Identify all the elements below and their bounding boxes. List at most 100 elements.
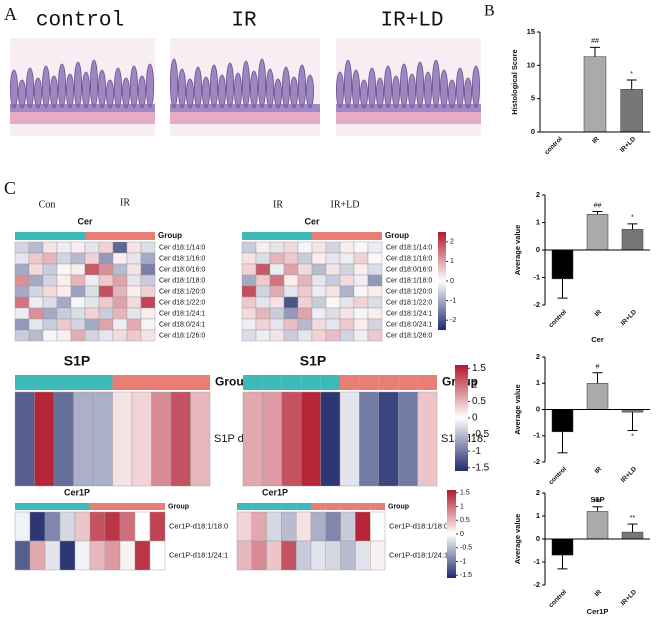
heatmap-cell xyxy=(311,263,327,276)
x-tick-label: IR+LD xyxy=(619,135,638,154)
heatmap-cell xyxy=(367,252,383,265)
heatmap-cell xyxy=(311,329,327,342)
heatmap-cell xyxy=(311,307,327,320)
y-tick-label: 5 xyxy=(531,94,535,103)
heatmap-cell xyxy=(241,285,257,298)
villus xyxy=(297,64,306,109)
heatmap-cell xyxy=(325,511,341,542)
row-label: Cer d18:1/24:1 xyxy=(159,310,205,317)
colorbar-tick-label: 0 xyxy=(450,278,454,285)
villus xyxy=(343,59,352,109)
villus xyxy=(447,79,456,109)
y-axis-label: Histological Score xyxy=(510,49,519,114)
heatmap-cell xyxy=(56,241,72,254)
bar xyxy=(551,538,574,556)
y-tick-label: 0 xyxy=(536,534,540,543)
heatmap-cell xyxy=(104,540,121,571)
heatmap-cell xyxy=(134,540,151,571)
heatmap-cell xyxy=(269,241,285,254)
bar xyxy=(586,511,609,540)
y-tick-label: -1 xyxy=(533,272,540,281)
villus xyxy=(25,67,34,109)
heatmap-cell xyxy=(311,296,327,309)
group-cell xyxy=(270,232,284,240)
group-cell xyxy=(75,503,90,510)
heatmap-cell xyxy=(112,307,128,320)
heatmap-cell xyxy=(353,318,369,331)
group-cell xyxy=(325,503,341,510)
group-cell xyxy=(57,232,71,240)
significance-mark: # xyxy=(596,364,600,371)
heatmap-cell xyxy=(353,263,369,276)
villus xyxy=(423,71,432,109)
row-label: Cer d18:1/20:0 xyxy=(159,288,205,295)
heatmap-cell xyxy=(255,252,271,265)
heatmap-cell xyxy=(28,274,44,287)
y-tick-label: 1 xyxy=(536,378,540,387)
heatmap-cell xyxy=(325,540,341,571)
group-cell xyxy=(251,503,267,510)
colorbar-tick-label: 0 xyxy=(472,413,478,424)
heatmap-cell xyxy=(417,391,438,487)
heatmap-cell xyxy=(255,329,271,342)
heatmap-cell xyxy=(266,540,282,571)
heatmap-cell xyxy=(297,252,313,265)
heatmap-cell xyxy=(241,307,257,320)
heatmap-cell xyxy=(266,511,282,542)
heatmap-cell xyxy=(70,274,86,287)
villus xyxy=(9,69,18,109)
group-cell xyxy=(370,503,385,510)
heatmap-cell xyxy=(353,329,369,342)
group-header: Con xyxy=(39,199,56,210)
x-tick-label: IR+LD xyxy=(620,308,639,327)
colorbar-tick-label: -1 xyxy=(472,446,481,457)
group-label: Group xyxy=(158,231,182,240)
panel-label: B xyxy=(484,3,495,20)
heatmap-cell xyxy=(241,318,257,331)
heatmap-cell xyxy=(98,285,114,298)
heatmap-cell xyxy=(84,318,100,331)
villus xyxy=(375,77,384,109)
heatmap-cell xyxy=(320,391,341,487)
y-tick-label: -2 xyxy=(533,300,540,309)
heatmap-cell xyxy=(283,263,299,276)
heatmap-cell xyxy=(126,307,142,320)
group-label: Group xyxy=(168,503,189,510)
heatmap-cell xyxy=(56,263,72,276)
heatmap-cell xyxy=(353,285,369,298)
villus xyxy=(209,64,218,109)
heatmap-cell xyxy=(56,329,72,342)
heatmap-cell xyxy=(84,252,100,265)
group-cell xyxy=(368,232,382,240)
heatmap-cell xyxy=(325,263,341,276)
y-tick-label: -2 xyxy=(533,580,540,589)
x-tick-label: IR xyxy=(591,135,601,145)
significance-mark: ## xyxy=(594,498,602,505)
group-cell xyxy=(43,232,57,240)
muscle-layer xyxy=(336,112,481,124)
heatmap-cell xyxy=(255,241,271,254)
group-cell xyxy=(105,503,120,510)
heatmap-cell xyxy=(149,511,166,542)
heatmap-cell xyxy=(70,318,86,331)
y-tick-label: 2 xyxy=(536,488,540,497)
heatmap-cell xyxy=(74,511,91,542)
row-label: Cer1P-d18:1/18:0 xyxy=(169,521,228,530)
villus xyxy=(225,62,234,109)
colorbar-tick-label: -1.5 xyxy=(460,572,472,579)
heatmap-cell xyxy=(42,285,58,298)
heatmap-cell xyxy=(370,540,386,571)
heatmap-cell xyxy=(140,329,156,342)
colorbar-tick-label: 1 xyxy=(460,503,464,510)
heatmap-cell xyxy=(84,307,100,320)
y-tick-label: 0 xyxy=(536,245,540,254)
group-cell xyxy=(284,232,298,240)
heatmap-cell xyxy=(236,540,253,571)
heatmap-cell xyxy=(255,318,271,331)
group-cell xyxy=(15,503,30,510)
x-tick-label: IR xyxy=(594,308,604,318)
group-cell xyxy=(34,375,54,390)
heatmap-title: Cer xyxy=(77,216,93,226)
group-cell xyxy=(150,503,165,510)
heatmap-cell xyxy=(297,329,313,342)
